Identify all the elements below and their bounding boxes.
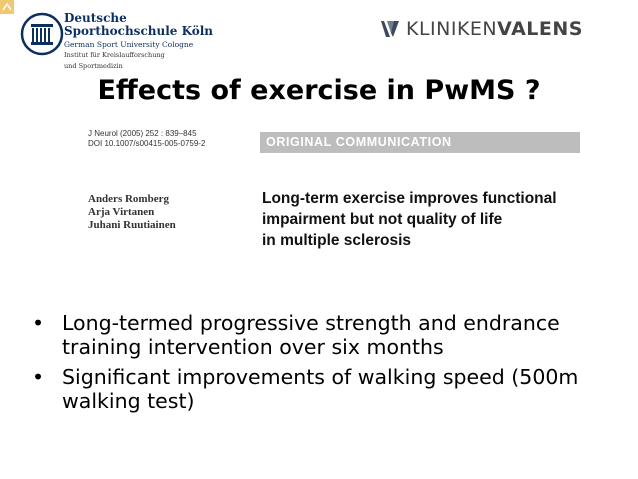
author-name: Juhani Ruutiainen <box>88 219 176 231</box>
article-excerpt: J Neurol (2005) 252 : 839–845 DOI 10.100… <box>88 129 580 257</box>
corner-badge-icon <box>0 0 14 14</box>
bullet-text: Long-termed progressive strength and end… <box>62 311 560 359</box>
author-list: Anders Romberg Arja Virtanen Juhani Ruut… <box>88 193 176 232</box>
paper-title-line: in multiple sclerosis <box>262 232 412 249</box>
institute-line1: Institut für Kreislaufforschung <box>64 51 165 59</box>
section-header-bar: ORIGINAL COMMUNICATION <box>260 132 580 153</box>
bullet-item: • Long-termed progressive strength and e… <box>32 311 622 359</box>
university-english-name: German Sport University Cologne <box>64 40 194 49</box>
slide-title: Effects of exercise in PwMS ? <box>97 75 541 106</box>
university-columns-icon <box>20 12 64 56</box>
university-name: Deutsche Sporthochschule Köln German Spo… <box>64 12 213 70</box>
kliniken-valens-logo: KLINIKEN VALENS <box>380 18 583 40</box>
valens-v-mark-icon <box>381 21 399 37</box>
journal-reference: J Neurol (2005) 252 : 839–845 <box>88 129 197 138</box>
bullet-list: • Long-termed progressive strength and e… <box>32 311 622 419</box>
paper-title-line: impairment but not quality of life <box>262 211 503 228</box>
bullet-item: • Significant improvements of walking sp… <box>32 365 622 413</box>
author-name: Arja Virtanen <box>88 206 155 218</box>
logo-text-valens: VALENS <box>497 18 583 40</box>
university-name-line2: Sporthochschule Köln <box>64 24 214 38</box>
paper-title: Long-term exercise improves functional i… <box>262 188 557 251</box>
author-name: Anders Romberg <box>88 193 169 205</box>
bullet-dot-icon: • <box>32 311 45 335</box>
logo-text-kliniken: KLINIKEN <box>406 18 498 40</box>
doi-reference: DOI 10.1007/s00415-005-0759-2 <box>88 139 206 148</box>
paper-title-line: Long-term exercise improves functional <box>262 190 557 207</box>
institute-line2: und Sportmedizin <box>64 61 123 70</box>
bullet-dot-icon: • <box>32 365 45 389</box>
university-name-line1: Deutsche <box>64 11 127 25</box>
bullet-text: Significant improvements of walking spee… <box>62 365 579 413</box>
